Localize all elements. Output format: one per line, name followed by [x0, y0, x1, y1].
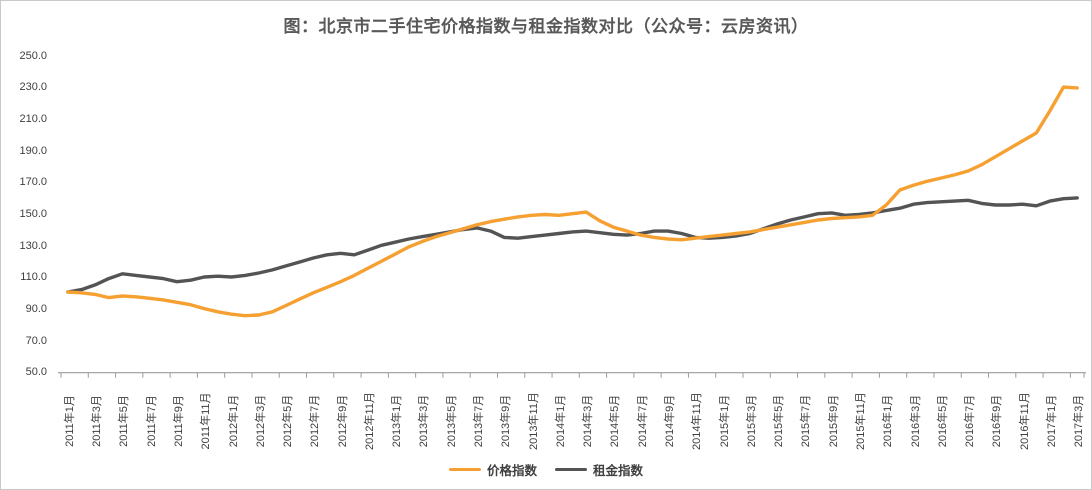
y-axis-label: 210.0	[19, 113, 47, 126]
rent-line-swatch	[555, 467, 587, 472]
x-axis-label: 2012年1月	[227, 394, 240, 448]
x-axis-label: 2012年9月	[336, 394, 349, 448]
x-axis-label: 2016年5月	[936, 394, 949, 448]
x-axis-label: 2013年11月	[527, 392, 540, 450]
x-axis-label: 2013年5月	[445, 394, 458, 448]
x-axis-label: 2011年11月	[200, 392, 213, 450]
x-axis-label: 2017年3月	[1073, 394, 1086, 448]
y-axis-label: 170.0	[19, 176, 47, 189]
x-axis-label: 2013年7月	[473, 394, 486, 448]
x-axis-label: 2015年1月	[718, 394, 731, 448]
x-axis-label: 2014年3月	[582, 394, 595, 448]
x-axis-label: 2016年3月	[909, 394, 922, 448]
price-line	[66, 85, 1079, 318]
y-axis-label: 50.0	[25, 366, 47, 379]
x-axis-label: 2011年7月	[145, 395, 158, 447]
chart-title: 图：北京市二手住宅价格指数与租金指数对比（公众号：云房资讯）	[283, 17, 809, 36]
x-axis-label: 2016年11月	[1018, 392, 1031, 450]
x-axis-label: 2017年1月	[1045, 394, 1058, 448]
x-axis-label: 2013年1月	[391, 394, 404, 448]
x-axis-label: 2012年5月	[282, 394, 295, 448]
x-axis-label: 2015年9月	[827, 394, 840, 448]
rent-legend-label: 租金指数	[593, 464, 644, 478]
x-axis-label: 2016年7月	[964, 394, 977, 448]
y-axis-label: 110.0	[20, 271, 47, 284]
legend-item-rent: 租金指数	[555, 460, 643, 479]
x-axis-label: 2013年3月	[418, 394, 431, 448]
x-axis-label: 2011年5月	[118, 395, 131, 447]
x-axis-label: 2015年3月	[745, 394, 758, 448]
x-axis-label: 2014年11月	[691, 392, 704, 450]
x-axis-label: 2011年9月	[172, 395, 185, 447]
y-axis-label: 190.0	[19, 144, 47, 157]
legend: 价格指数 租金指数	[1, 460, 1091, 479]
y-axis-label: 130.0	[19, 239, 47, 252]
x-axis-label: 2014年9月	[663, 394, 676, 448]
y-axis-label: 230.0	[19, 81, 47, 94]
x-axis-label: 2014年5月	[609, 394, 622, 448]
y-axis-label: 70.0	[25, 334, 47, 347]
legend-item-price: 价格指数	[448, 460, 537, 479]
x-axis-label: 2015年11月	[854, 392, 867, 450]
y-axis-label: 90.0	[25, 302, 47, 315]
y-axis-label: 150.0	[19, 208, 47, 220]
x-axis-label: 2016年1月	[882, 394, 895, 448]
x-axis-label: 2011年1月	[63, 395, 76, 447]
y-axis-label: 250.0	[19, 49, 47, 62]
x-axis-label: 2012年3月	[254, 394, 267, 448]
x-axis-label: 2014年7月	[636, 394, 649, 448]
x-axis-label: 2012年7月	[309, 394, 322, 448]
x-axis-label: 2016年9月	[991, 394, 1004, 448]
rent-line	[66, 196, 1079, 294]
price-line-swatch	[448, 467, 481, 472]
x-axis-label: 2011年3月	[91, 395, 104, 447]
x-axis-label: 2015年7月	[800, 394, 813, 448]
x-axis-label: 2013年9月	[500, 394, 513, 448]
x-axis-label: 2014年1月	[554, 394, 567, 448]
price-legend-label: 价格指数	[486, 464, 537, 478]
x-axis-label: 2012年11月	[363, 392, 376, 450]
x-axis-label: 2015年5月	[773, 394, 786, 448]
